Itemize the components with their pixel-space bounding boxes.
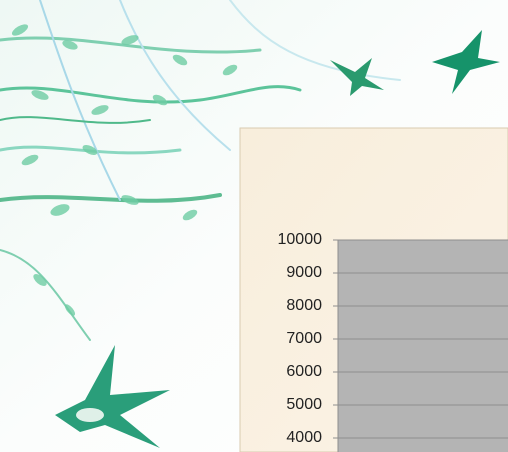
slide: 4000 5000 6000 7000 8000 9000 10000 [0,0,508,452]
page: 40005000600070008000900010000 (() => { c… [0,0,508,452]
plot-area [338,240,508,452]
y-tick-label: 5000 [286,396,322,413]
y-tick-label: 7000 [286,330,322,347]
y-tick-label: 9000 [286,264,322,281]
y-tick-label: 8000 [286,297,322,314]
y-tick-label: 6000 [286,363,322,380]
y-tick-label: 10000 [278,231,323,248]
y-tick-label: 4000 [286,429,322,446]
